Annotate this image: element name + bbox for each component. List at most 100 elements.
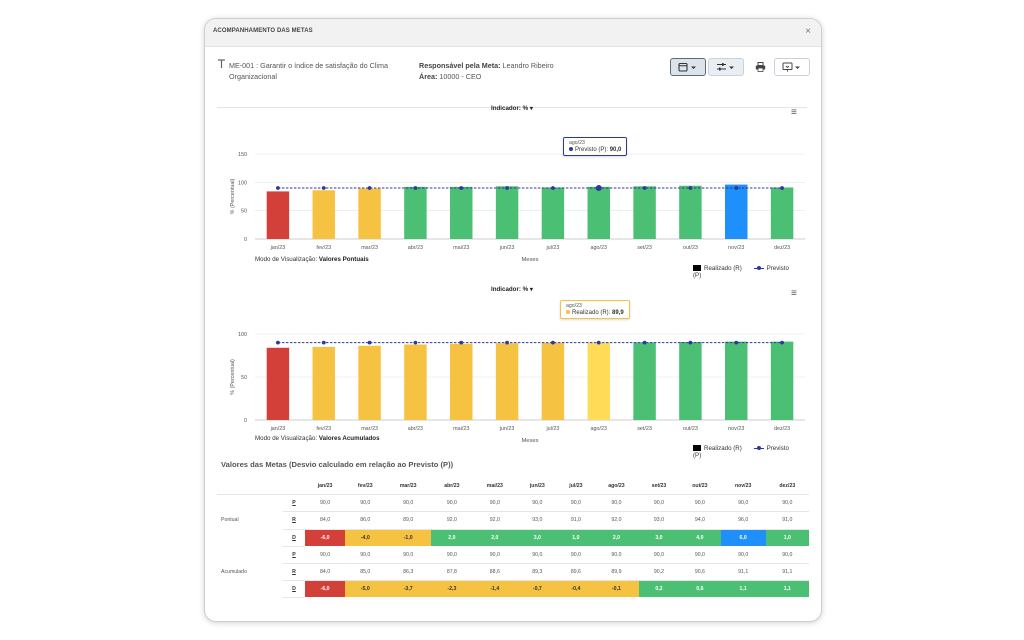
table-cell-deviation: 2,0: [472, 529, 517, 547]
table-cell-deviation: 2,0: [594, 529, 639, 547]
table-cell-deviation: -0,1: [594, 580, 639, 599]
table-cell-deviation: -1,4: [472, 580, 517, 599]
table-cell-deviation: 1,0: [765, 529, 809, 547]
bar-fev-23: [312, 190, 335, 239]
table-cell: 90,0: [557, 546, 594, 564]
goal-name: ME-001 : Garantir o índice de satisfação…: [229, 61, 388, 81]
x-axis-label: Meses: [521, 257, 538, 263]
bar-jun-23: [495, 343, 519, 420]
bar-jul-23: [541, 342, 565, 420]
previsto-point: [367, 340, 372, 345]
previsto-point: [459, 186, 464, 190]
table-header-month: nov/23: [720, 478, 766, 496]
chart-title[interactable]: Indicador: % ▾: [491, 105, 533, 112]
table-cell-deviation: -3,7: [385, 580, 432, 599]
x-tick-label: mar/23: [361, 426, 378, 432]
previsto-point: [642, 186, 647, 190]
table-cell: 90,0: [305, 494, 346, 513]
legend-item-realizado[interactable]: Realizado (R): [693, 265, 742, 272]
table-cell: 93,0: [516, 511, 558, 530]
bar-dez-23: [770, 187, 794, 239]
modal-title: ACOMPANHAMENTO DAS METAS: [213, 28, 313, 34]
close-icon[interactable]: ×: [805, 26, 811, 37]
tooltip-value: 89,9: [612, 310, 624, 316]
chart-menu-icon[interactable]: ≡: [791, 288, 797, 299]
bar-mai-23: [450, 186, 473, 239]
x-tick-label: nov/23: [728, 245, 744, 251]
previsto-point: [551, 186, 555, 190]
legend-item-realizado[interactable]: Realizado (R): [693, 445, 742, 452]
bar-mar-23: [358, 188, 381, 239]
x-tick-label: ago/23: [591, 426, 608, 432]
table-cell: 89,9: [594, 563, 639, 582]
print-button[interactable]: [747, 58, 773, 76]
table-header-month: jul/23: [557, 478, 594, 496]
legend-label-realizado: Realizado (R): [704, 265, 742, 272]
legend-label-realizado: Realizado (R): [704, 445, 742, 452]
table-cell: 86,3: [385, 563, 432, 582]
x-tick-label: abr/23: [408, 426, 423, 432]
table-group-label: [217, 529, 283, 546]
table-cell: 90,0: [679, 546, 721, 564]
view-mode-label: Modo de Visualização:: [255, 256, 318, 263]
chart-title[interactable]: Indicador: % ▾: [491, 286, 533, 293]
table-cell-deviation: -2,3: [431, 580, 473, 599]
x-tick-label: nov/23: [728, 426, 744, 432]
filter-button[interactable]: [708, 58, 744, 76]
bar-jan-23: [266, 191, 290, 239]
legend-item-previsto[interactable]: Previsto (P): [693, 445, 789, 459]
legend-item-previsto[interactable]: Previsto (P): [693, 265, 789, 279]
table-cell: 90,6: [679, 563, 721, 582]
chart-tooltip: ago/23 Previsto (P): 90,0: [563, 137, 628, 156]
table-cell: 90,0: [385, 494, 432, 513]
y-tick-label: 150: [238, 152, 247, 158]
previsto-point: [688, 340, 693, 345]
table-group-label: [217, 581, 283, 598]
y-tick-label: 100: [238, 332, 247, 338]
table-cell: 90,0: [516, 494, 558, 513]
x-tick-label: mai/23: [453, 426, 469, 432]
previsto-point: [642, 340, 647, 345]
x-tick-label: dez/23: [774, 426, 790, 432]
table-row: Pontual R 84,0 86,0 89,0 92,0 92,0 93,0 91,0 92,0…: [217, 511, 809, 530]
calendar-button[interactable]: [670, 58, 706, 76]
goal-tracking-modal: ACOMPANHAMENTO DAS METAS × ME-001 : Gara…: [204, 18, 822, 622]
bar-ago-23: [587, 186, 610, 239]
tooltip-label: Realizado (R):: [572, 310, 611, 316]
table-header-month: jun/23: [516, 478, 558, 496]
table-cell: 90,0: [679, 494, 721, 513]
table-cell: 90,0: [345, 494, 386, 513]
table-row: Acumulado R 84,0 85,0 86,3 87,8 88,6 89,3 89,6 89…: [217, 563, 809, 582]
table-cell: 91,1: [720, 563, 766, 582]
table-group-label: Pontual: [221, 517, 239, 524]
view-mode: Modo de Visualização: Valores Acumulados: [255, 435, 380, 442]
previsto-point: [413, 340, 418, 345]
bar-jul-23: [541, 187, 565, 239]
table-cell: 90,0: [638, 546, 680, 564]
table-cell: 90,0: [765, 494, 809, 513]
table-cell-deviation: 3,0: [516, 529, 558, 547]
y-axis-label: % (Percentual): [230, 178, 236, 214]
table-cell: 84,0: [305, 563, 346, 582]
export-button[interactable]: [774, 58, 810, 76]
tooltip-dot: [569, 147, 573, 152]
y-axis-label: % (Percentual): [230, 359, 236, 395]
x-tick-label: set/23: [637, 426, 652, 432]
table-cell-deviation: -5,0: [345, 580, 386, 599]
table-row-label: D: [283, 529, 305, 547]
chart-menu-icon[interactable]: ≡: [791, 107, 797, 118]
table-header-month: fev/23: [345, 478, 386, 496]
view-mode-label: Modo de Visualização:: [255, 435, 318, 442]
table-cell: 90,0: [472, 494, 517, 513]
table-cell: 88,6: [472, 563, 517, 582]
previsto-point: [595, 185, 602, 191]
table-cell: 85,0: [345, 563, 386, 582]
table-cell: 90,0: [345, 546, 386, 564]
chart-legend: Realizado (R) Previsto (P): [693, 445, 807, 459]
table-group-label: [217, 546, 283, 563]
table-cell: 90,0: [594, 494, 639, 513]
table-header-month: mar/23: [385, 478, 432, 496]
previsto-point: [734, 340, 739, 345]
table-cell: 90,0: [720, 494, 766, 513]
table-row-label: D: [283, 580, 305, 599]
